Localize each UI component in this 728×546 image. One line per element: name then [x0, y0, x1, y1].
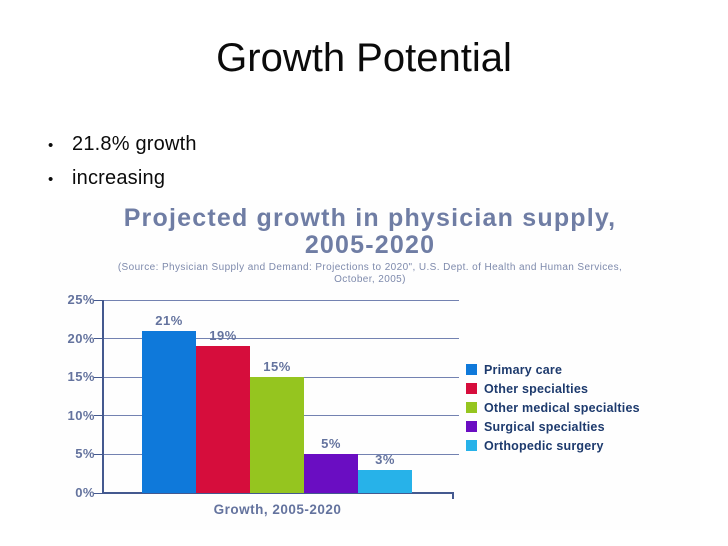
bullet-list: • 21.8% growth • increasing: [48, 133, 197, 201]
bullet-item: • increasing: [48, 167, 197, 201]
legend-label: Orthopedic surgery: [484, 438, 604, 453]
chart-source: (Source: Physician Supply and Demand: Pr…: [40, 262, 700, 286]
plot-area: 0% 5% 10% 15% 20% 25% 21% 19% 15% 5% 3%: [40, 200, 700, 530]
x-axis-label: Growth, 2005-2020: [213, 502, 342, 517]
slide-title: Growth Potential: [216, 36, 512, 80]
y-axis-tick: [94, 492, 103, 494]
bullet-marker: •: [48, 137, 54, 154]
bullet-text: 21.8% growth: [72, 133, 197, 155]
legend-label: Surgical specialties: [484, 419, 605, 434]
bar: [358, 469, 412, 493]
bar: [304, 454, 358, 493]
bar-value-label: 21%: [155, 312, 183, 328]
bar-value-label: 3%: [375, 451, 395, 467]
legend-item: Other specialties: [466, 379, 640, 398]
chart-legend: Primary care Other specialties Other medic…: [466, 360, 640, 455]
bar-value-label: 15%: [263, 359, 291, 375]
legend-item: Primary care: [466, 360, 640, 379]
legend-item: Surgical specialties: [466, 417, 640, 436]
legend-swatch: [466, 402, 477, 413]
y-axis-tick: [94, 376, 103, 378]
chart-source-line2: October, 2005): [334, 274, 406, 285]
legend-label: Other medical specialties: [484, 400, 640, 415]
legend-label: Primary care: [484, 362, 563, 377]
legend-swatch: [466, 421, 477, 432]
legend-swatch: [466, 440, 477, 451]
bar-value-label: 5%: [321, 436, 341, 452]
y-axis-tick: [94, 415, 103, 417]
y-tick-label: 15%: [67, 369, 95, 385]
bar: [196, 346, 250, 493]
y-tick-label: 20%: [67, 330, 95, 346]
gridline: [103, 338, 459, 340]
x-axis: [103, 492, 454, 494]
y-tick-label: 0%: [75, 485, 95, 500]
chart-title-line2: 2005-2020: [304, 231, 436, 259]
legend-label: Other specialties: [484, 381, 589, 396]
embedded-chart-image: Projected growth in physician supply, 20…: [40, 200, 700, 530]
y-tick-label: 5%: [75, 446, 95, 462]
y-axis-tick: [94, 299, 103, 301]
y-axis-tick: [94, 338, 103, 340]
y-tick-label: 25%: [67, 292, 95, 307]
legend-item: Orthopedic surgery: [466, 436, 640, 455]
x-axis-end-tick: [452, 493, 454, 499]
bullet-marker: •: [48, 171, 54, 188]
bar: [142, 330, 196, 493]
chart-source-line1: (Source: Physician Supply and Demand: Pr…: [117, 262, 623, 273]
legend-item: Other medical specialties: [466, 398, 640, 417]
legend-swatch: [466, 364, 477, 375]
legend-swatch: [466, 383, 477, 394]
gridline: [103, 299, 459, 301]
bar-value-label: 19%: [209, 328, 237, 344]
y-tick-label: 10%: [67, 407, 95, 423]
y-axis: [102, 300, 104, 494]
chart-title-line1: Projected growth in physician supply,: [123, 204, 617, 232]
bullet-text: increasing: [72, 167, 166, 189]
bullet-item: • 21.8% growth: [48, 133, 197, 167]
y-axis-tick: [94, 453, 103, 455]
bar: [250, 377, 304, 493]
